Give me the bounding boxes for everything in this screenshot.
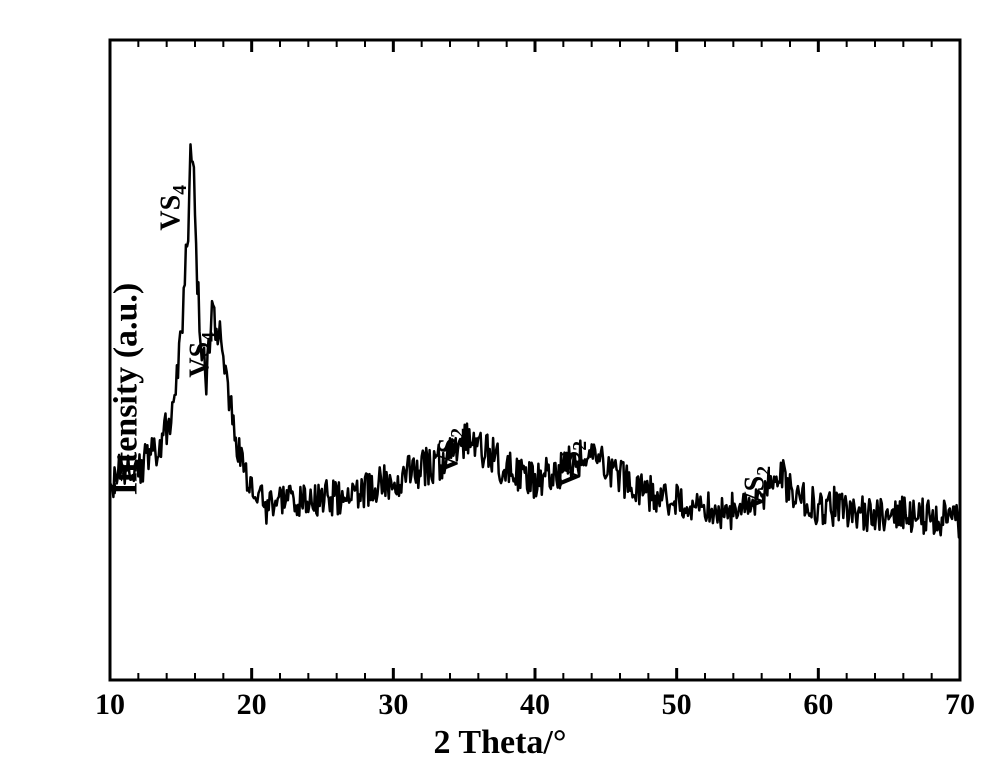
x-tick-label: 60 <box>803 688 833 722</box>
peak-label: VS2 <box>739 466 776 512</box>
xrd-chart: Intensity (a.u.) 2 Theta/° 10 20 30 40 50 60 7… <box>0 0 1000 778</box>
peak-label: VS4 <box>184 332 221 378</box>
x-tick-label: 40 <box>520 688 550 722</box>
plot-border <box>110 40 960 680</box>
x-tick-label: 30 <box>378 688 408 722</box>
peak-label: VS2 <box>555 441 592 487</box>
y-axis-label: Intensity (a.u.) <box>107 283 145 496</box>
chart-svg <box>0 0 1000 778</box>
peak-label: VS4 <box>156 185 193 231</box>
x-tick-label: 70 <box>945 688 975 722</box>
peak-label: VS2 <box>433 428 470 474</box>
x-axis-label: 2 Theta/° <box>434 724 567 762</box>
x-tick-label: 10 <box>95 688 125 722</box>
x-tick-label: 20 <box>237 688 267 722</box>
x-tick-label: 50 <box>662 688 692 722</box>
